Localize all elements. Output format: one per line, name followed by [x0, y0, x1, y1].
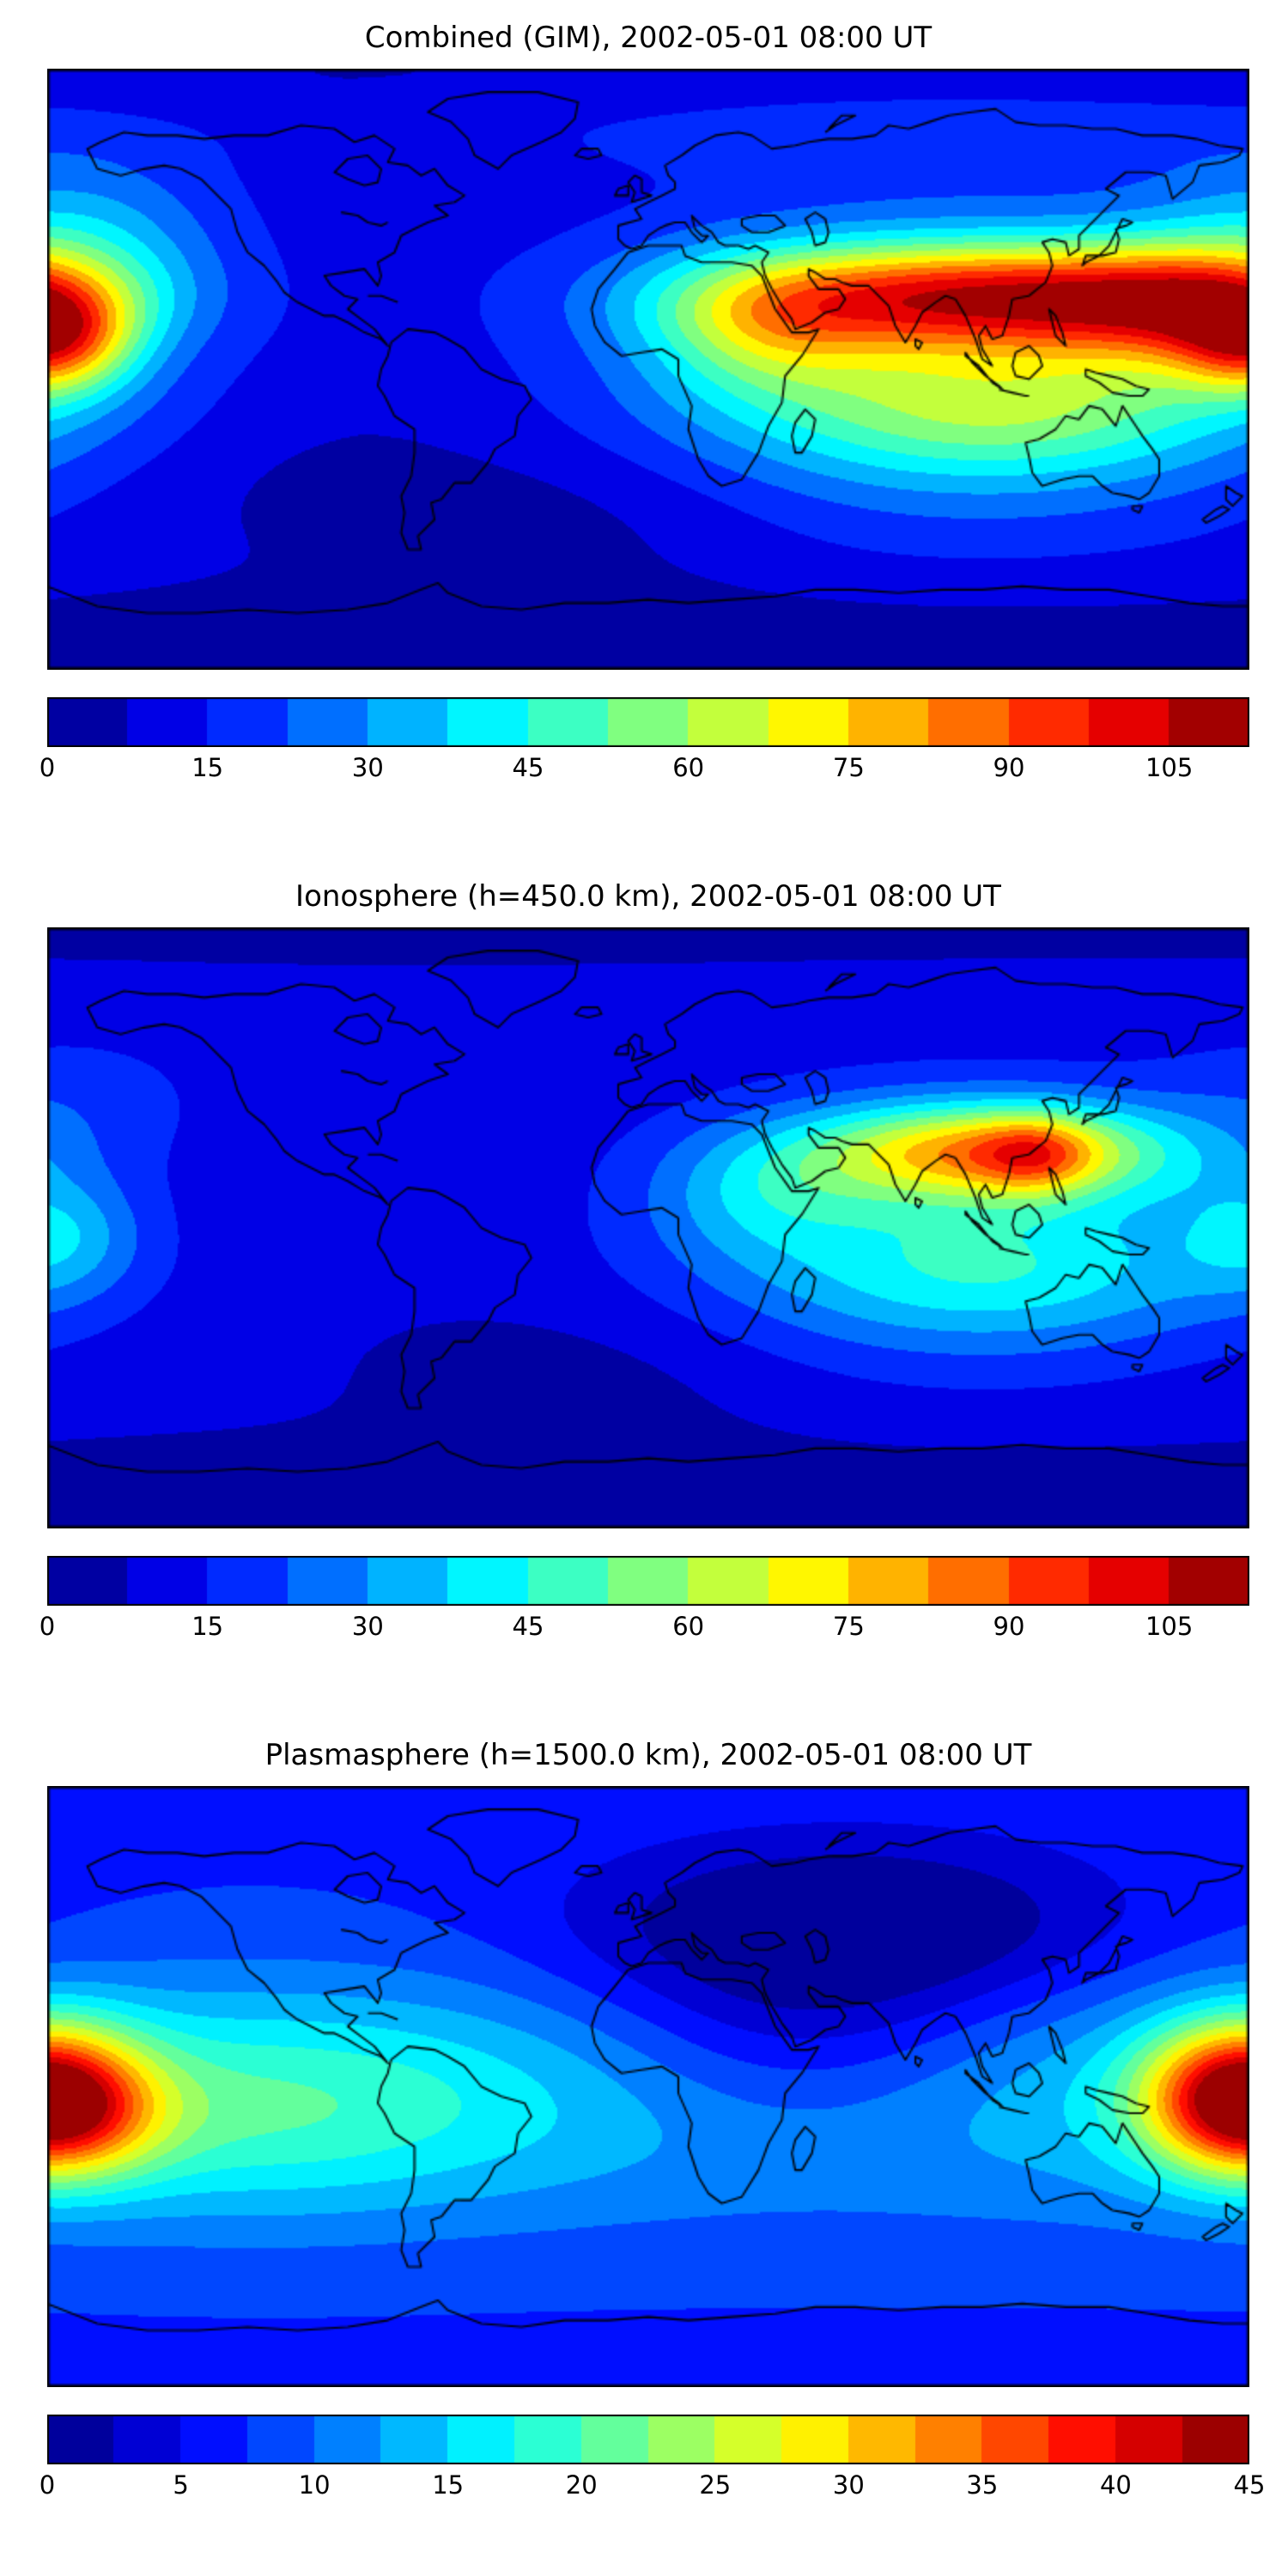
panel-title: Plasmasphere (h=1500.0 km), 2002-05-01 0… — [264, 1738, 1032, 1772]
panel-ionosphere: Ionosphere (h=450.0 km), 2002-05-01 08:0… — [0, 859, 1288, 1717]
colorbar-tick-label: 0 — [39, 1612, 56, 1641]
colorbar-tick-label: 60 — [672, 1612, 705, 1641]
colorbar-tick-label: 75 — [832, 753, 865, 782]
colorbar-tick-label: 45 — [1233, 2470, 1266, 2500]
map-canvas — [47, 1786, 1249, 2387]
colorbar-tick-label: 45 — [512, 753, 544, 782]
map-plasmasphere — [47, 1786, 1249, 2387]
colorbar-tick-label: 45 — [512, 1612, 544, 1641]
colorbar-tick-label: 15 — [432, 2470, 465, 2500]
colorbar-tick-label: 105 — [1145, 753, 1194, 782]
colorbar-plasmasphere: 0 5 10 15 20 25 30 35 40 45 — [39, 2415, 1266, 2506]
colorbar-tick-label: 60 — [672, 753, 705, 782]
colorbar-tick-label: 35 — [966, 2470, 999, 2500]
colorbar-tick-label: 30 — [832, 2470, 865, 2500]
colorbar-tick-label: 40 — [1099, 2470, 1132, 2500]
colorbar-ionosphere: 0 15 30 45 60 75 90 105 — [39, 1556, 1249, 1647]
map-ionosphere — [47, 927, 1249, 1528]
colorbar-tick-label: 105 — [1145, 1612, 1194, 1641]
colorbar-tick-label: 30 — [351, 1612, 384, 1641]
colorbar-tick-label: 5 — [173, 2470, 189, 2500]
colorbar-canvas — [47, 2415, 1249, 2464]
map-canvas — [47, 927, 1249, 1528]
map-combined — [47, 69, 1249, 670]
colorbar-ticks: 0 5 10 15 20 25 30 35 40 45 — [39, 2468, 1266, 2506]
colorbar-tick-label: 10 — [298, 2470, 331, 2500]
colorbar-canvas — [47, 1556, 1249, 1606]
colorbar-tick-label: 20 — [565, 2470, 598, 2500]
colorbar-tick-label: 25 — [699, 2470, 732, 2500]
colorbar-ticks: 0 15 30 45 60 75 90 105 — [39, 1609, 1249, 1647]
panel-combined: Combined (GIM), 2002-05-01 08:00 UT 0 15 3… — [0, 0, 1288, 859]
colorbar-tick-label: 0 — [39, 753, 56, 782]
panel-title: Combined (GIM), 2002-05-01 08:00 UT — [364, 21, 933, 55]
panel-title: Ionosphere (h=450.0 km), 2002-05-01 08:0… — [295, 879, 1001, 914]
colorbar-tick-label: 90 — [993, 1612, 1025, 1641]
colorbar-tick-label: 75 — [832, 1612, 865, 1641]
colorbar-tick-label: 90 — [993, 753, 1025, 782]
colorbar-combined: 0 15 30 45 60 75 90 105 — [39, 697, 1249, 788]
colorbar-tick-label: 0 — [39, 2470, 56, 2500]
colorbar-tick-label: 30 — [351, 753, 384, 782]
colorbar-tick-label: 15 — [191, 753, 224, 782]
colorbar-tick-label: 15 — [191, 1612, 224, 1641]
map-canvas — [47, 69, 1249, 670]
colorbar-ticks: 0 15 30 45 60 75 90 105 — [39, 750, 1249, 788]
colorbar-canvas — [47, 697, 1249, 747]
panel-plasmasphere: Plasmasphere (h=1500.0 km), 2002-05-01 0… — [0, 1717, 1288, 2576]
